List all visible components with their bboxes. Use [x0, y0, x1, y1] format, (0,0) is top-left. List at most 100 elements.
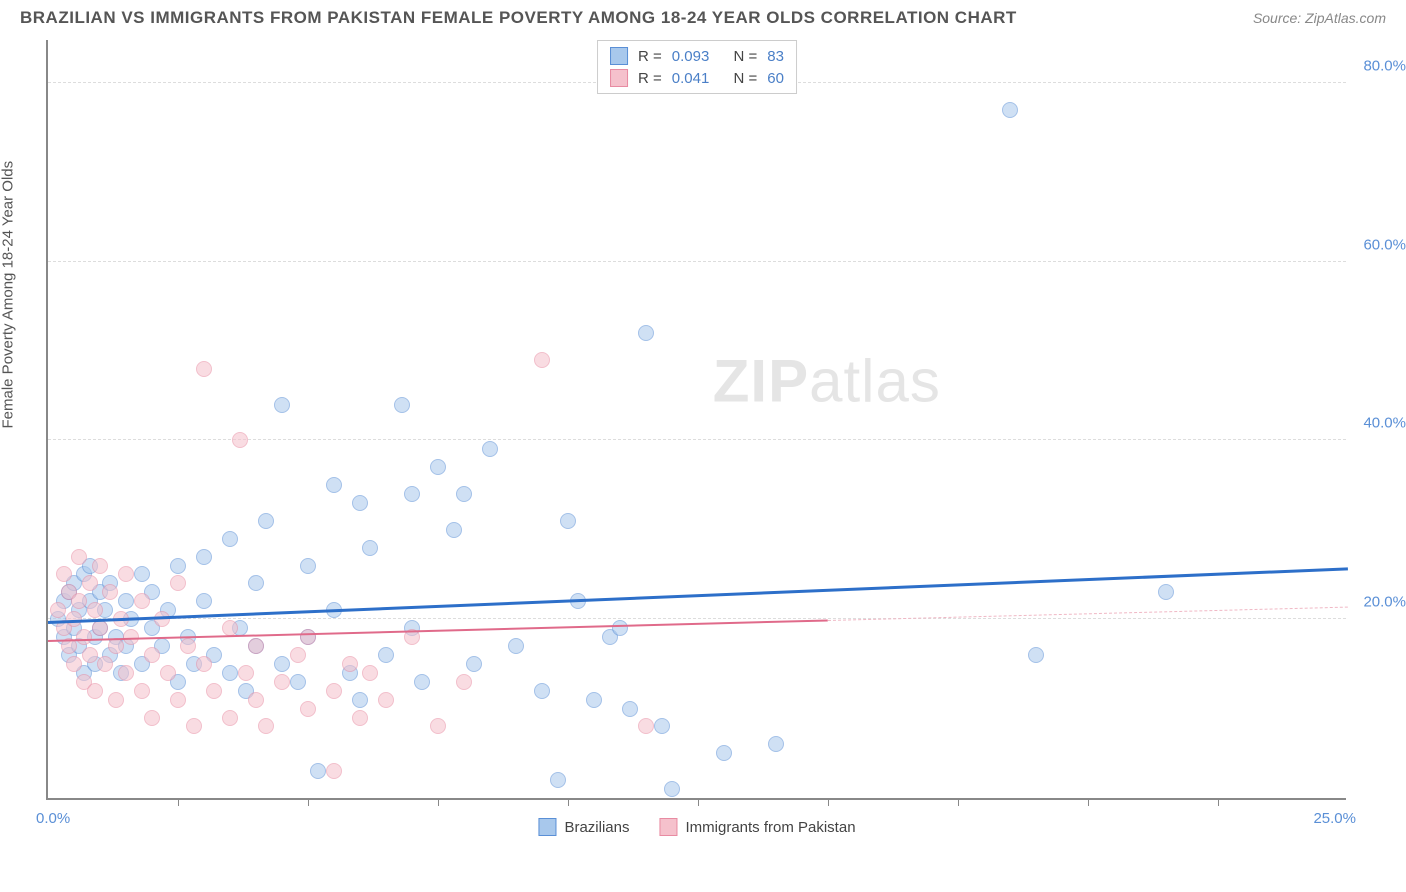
- data-point: [654, 718, 670, 734]
- data-point: [180, 638, 196, 654]
- data-point: [300, 558, 316, 574]
- trend-line: [48, 568, 1348, 624]
- data-point: [622, 701, 638, 717]
- data-point: [534, 352, 550, 368]
- x-tick: [698, 798, 699, 806]
- data-point: [87, 683, 103, 699]
- x-min-label: 0.0%: [36, 810, 70, 827]
- data-point: [664, 781, 680, 797]
- y-tick-label: 20.0%: [1363, 594, 1406, 611]
- data-point: [258, 513, 274, 529]
- data-point: [326, 683, 342, 699]
- data-point: [118, 593, 134, 609]
- legend-row-brazilians: R = 0.093 N = 83: [610, 45, 784, 67]
- x-max-label: 25.0%: [1313, 810, 1356, 827]
- data-point: [768, 736, 784, 752]
- correlation-legend: R = 0.093 N = 83 R = 0.041 N = 60: [597, 40, 797, 94]
- data-point: [170, 692, 186, 708]
- data-point: [274, 397, 290, 413]
- data-point: [550, 772, 566, 788]
- data-point: [362, 540, 378, 556]
- r-label: R =: [638, 48, 662, 65]
- data-point: [534, 683, 550, 699]
- r-value-brazilians: 0.093: [672, 48, 710, 65]
- data-point: [466, 656, 482, 672]
- data-point: [638, 718, 654, 734]
- legend-row-pakistan: R = 0.041 N = 60: [610, 67, 784, 89]
- data-point: [170, 575, 186, 591]
- data-point: [1158, 584, 1174, 600]
- data-point: [97, 656, 113, 672]
- swatch-pakistan: [610, 69, 628, 87]
- chart-plot-area: ZIPatlas R = 0.093 N = 83 R = 0.041 N = …: [46, 40, 1346, 800]
- data-point: [108, 692, 124, 708]
- data-point: [430, 459, 446, 475]
- data-point: [206, 683, 222, 699]
- gridline: [48, 618, 1346, 619]
- data-point: [92, 620, 108, 636]
- y-tick-label: 80.0%: [1363, 57, 1406, 74]
- data-point: [456, 486, 472, 502]
- data-point: [482, 441, 498, 457]
- data-point: [196, 593, 212, 609]
- data-point: [144, 647, 160, 663]
- data-point: [160, 665, 176, 681]
- data-point: [258, 718, 274, 734]
- data-point: [222, 531, 238, 547]
- data-point: [50, 602, 66, 618]
- data-point: [196, 656, 212, 672]
- x-axis-labels: 0.0% 25.0%: [46, 810, 1346, 840]
- data-point: [196, 549, 212, 565]
- r-value-pakistan: 0.041: [672, 70, 710, 87]
- data-point: [248, 692, 264, 708]
- data-point: [71, 593, 87, 609]
- data-point: [92, 558, 108, 574]
- y-tick-label: 40.0%: [1363, 415, 1406, 432]
- watermark-rest: atlas: [809, 348, 941, 415]
- data-point: [456, 674, 472, 690]
- n-value-brazilians: 83: [767, 48, 784, 65]
- data-point: [56, 566, 72, 582]
- data-point: [108, 638, 124, 654]
- data-point: [238, 665, 254, 681]
- data-point: [414, 674, 430, 690]
- data-point: [118, 566, 134, 582]
- data-point: [326, 763, 342, 779]
- x-tick: [308, 798, 309, 806]
- watermark: ZIPatlas: [713, 347, 941, 416]
- x-tick: [568, 798, 569, 806]
- data-point: [222, 710, 238, 726]
- data-point: [102, 584, 118, 600]
- data-point: [560, 513, 576, 529]
- data-point: [144, 710, 160, 726]
- data-point: [352, 495, 368, 511]
- swatch-brazilians: [610, 47, 628, 65]
- data-point: [1028, 647, 1044, 663]
- x-tick: [828, 798, 829, 806]
- source-attribution: Source: ZipAtlas.com: [1253, 10, 1386, 26]
- data-point: [508, 638, 524, 654]
- data-point: [222, 620, 238, 636]
- x-tick: [178, 798, 179, 806]
- data-point: [154, 611, 170, 627]
- data-point: [248, 575, 264, 591]
- data-point: [82, 575, 98, 591]
- data-point: [342, 656, 358, 672]
- x-tick: [1218, 798, 1219, 806]
- x-tick: [958, 798, 959, 806]
- data-point: [76, 629, 92, 645]
- data-point: [186, 718, 202, 734]
- data-point: [290, 647, 306, 663]
- data-point: [170, 558, 186, 574]
- data-point: [232, 432, 248, 448]
- data-point: [87, 602, 103, 618]
- watermark-bold: ZIP: [713, 348, 809, 415]
- data-point: [362, 665, 378, 681]
- data-point: [71, 549, 87, 565]
- data-point: [274, 674, 290, 690]
- data-point: [394, 397, 410, 413]
- data-point: [134, 593, 150, 609]
- data-point: [300, 701, 316, 717]
- x-tick: [1088, 798, 1089, 806]
- y-axis-title: Female Poverty Among 18-24 Year Olds: [0, 161, 17, 429]
